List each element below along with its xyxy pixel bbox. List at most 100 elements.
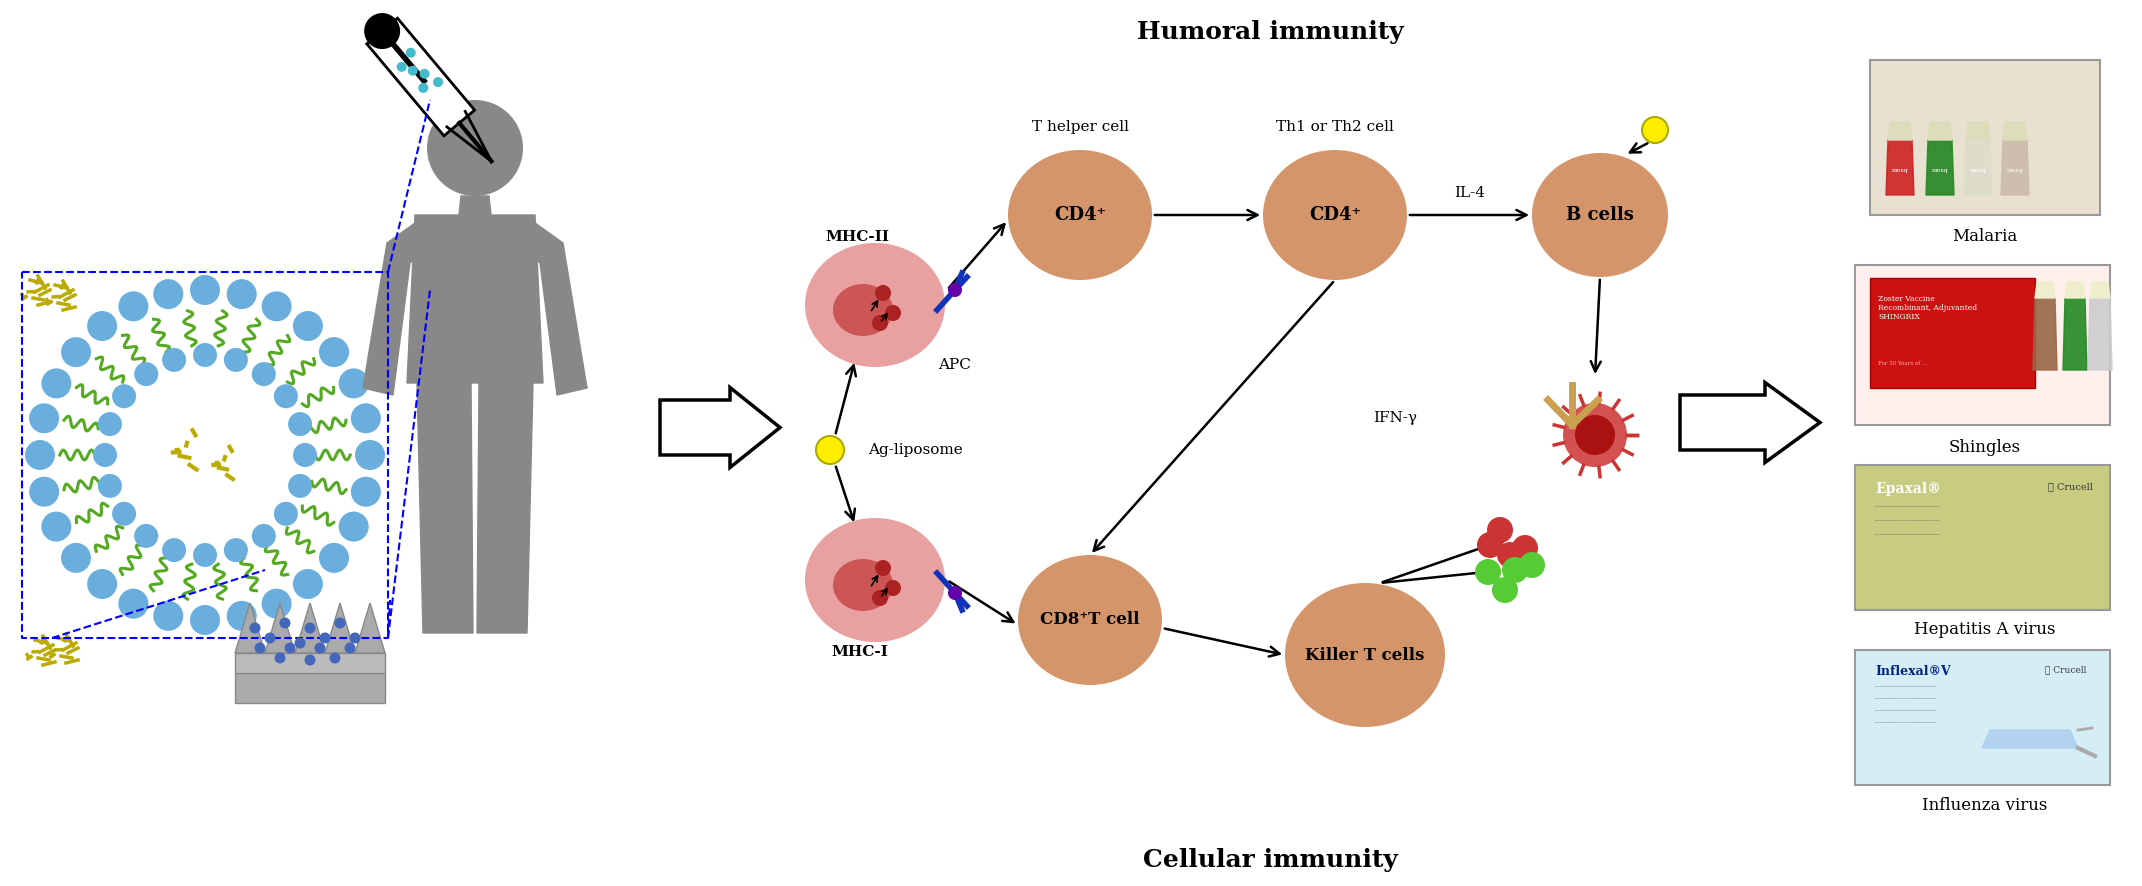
Circle shape [304, 623, 315, 633]
FancyBboxPatch shape [1855, 650, 2110, 785]
Polygon shape [356, 603, 386, 653]
Circle shape [60, 338, 90, 367]
Circle shape [885, 305, 902, 321]
Text: IL-4: IL-4 [1454, 186, 1484, 200]
Circle shape [225, 538, 248, 562]
Circle shape [1512, 535, 1538, 561]
Text: Shingles: Shingles [1949, 439, 2022, 455]
Ellipse shape [833, 284, 893, 336]
Text: mosq: mosq [1891, 167, 1909, 173]
Circle shape [118, 291, 148, 322]
Circle shape [163, 538, 186, 562]
Circle shape [349, 633, 360, 643]
Circle shape [99, 474, 122, 498]
Polygon shape [236, 603, 266, 653]
Circle shape [289, 474, 313, 498]
Text: ---------------------------------: --------------------------------- [1874, 696, 1936, 701]
Circle shape [274, 652, 285, 664]
Text: Inflexal®V: Inflexal®V [1874, 665, 1951, 678]
Polygon shape [1926, 140, 1954, 195]
Ellipse shape [1017, 555, 1161, 685]
Circle shape [1643, 117, 1669, 143]
Circle shape [193, 543, 216, 567]
Polygon shape [296, 603, 326, 653]
Circle shape [949, 283, 962, 297]
Text: Cellular immunity: Cellular immunity [1142, 848, 1397, 872]
Ellipse shape [805, 518, 945, 642]
Ellipse shape [1009, 150, 1152, 280]
Circle shape [154, 601, 184, 631]
Circle shape [872, 590, 889, 606]
Circle shape [1502, 557, 1527, 583]
Circle shape [293, 311, 323, 341]
Circle shape [92, 443, 118, 467]
FancyBboxPatch shape [1855, 465, 2110, 610]
Circle shape [248, 623, 261, 633]
Text: Killer T cells: Killer T cells [1304, 647, 1424, 664]
Text: mosq: mosq [1971, 167, 1986, 173]
Circle shape [293, 443, 317, 467]
Circle shape [351, 403, 381, 433]
Circle shape [418, 83, 428, 93]
Circle shape [163, 348, 186, 372]
Circle shape [227, 601, 257, 631]
FancyBboxPatch shape [1870, 278, 2035, 388]
Text: Ⓢ Crucell: Ⓢ Crucell [2048, 482, 2093, 491]
Polygon shape [2001, 140, 2028, 195]
Circle shape [1564, 403, 1628, 467]
Circle shape [118, 588, 148, 618]
Polygon shape [478, 383, 533, 633]
Circle shape [285, 642, 296, 654]
Circle shape [356, 440, 386, 470]
Circle shape [111, 385, 137, 408]
Polygon shape [407, 215, 544, 383]
Text: Zoster Vaccine
Recombinant, Adjuvanted
SHINGRIX: Zoster Vaccine Recombinant, Adjuvanted S… [1879, 295, 1977, 322]
Polygon shape [1981, 730, 2078, 748]
Circle shape [1493, 577, 1519, 603]
Text: ---------------------------------: --------------------------------- [1874, 720, 1936, 725]
Ellipse shape [1285, 583, 1446, 727]
Polygon shape [2088, 298, 2112, 370]
Text: CD4⁺: CD4⁺ [1054, 206, 1105, 224]
Circle shape [315, 642, 326, 654]
Circle shape [293, 569, 323, 599]
Circle shape [364, 13, 401, 49]
Circle shape [26, 440, 56, 470]
Polygon shape [1964, 140, 1992, 195]
Circle shape [319, 633, 330, 643]
Circle shape [255, 642, 266, 654]
Circle shape [1497, 542, 1523, 568]
Ellipse shape [833, 559, 893, 611]
Text: T helper cell: T helper cell [1032, 120, 1129, 134]
Polygon shape [458, 196, 491, 215]
Circle shape [225, 348, 248, 372]
Text: Malaria: Malaria [1951, 228, 2018, 245]
Text: IFN-γ: IFN-γ [1373, 410, 1418, 424]
Circle shape [274, 385, 298, 408]
Circle shape [263, 633, 276, 643]
Circle shape [304, 655, 315, 665]
Text: B cells: B cells [1566, 206, 1634, 224]
FancyBboxPatch shape [1855, 265, 2110, 425]
FancyBboxPatch shape [1870, 60, 2099, 215]
Circle shape [345, 642, 356, 654]
Circle shape [407, 66, 418, 75]
Circle shape [405, 48, 416, 58]
Circle shape [41, 369, 71, 399]
Text: Humoral immunity: Humoral immunity [1137, 20, 1403, 44]
Circle shape [420, 69, 431, 79]
Circle shape [319, 543, 349, 573]
Polygon shape [512, 223, 587, 395]
Polygon shape [362, 223, 437, 395]
Text: Ag-liposome: Ag-liposome [868, 443, 962, 457]
Circle shape [135, 362, 159, 386]
Circle shape [1519, 552, 1544, 578]
Text: -----------------------------------: ----------------------------------- [1874, 532, 1941, 537]
Circle shape [874, 560, 891, 576]
Circle shape [278, 618, 291, 628]
Polygon shape [1885, 140, 1915, 195]
Text: CD4⁺: CD4⁺ [1309, 206, 1360, 224]
Polygon shape [236, 673, 386, 703]
Text: Hepatitis A virus: Hepatitis A virus [1915, 621, 2056, 639]
Circle shape [193, 343, 216, 367]
